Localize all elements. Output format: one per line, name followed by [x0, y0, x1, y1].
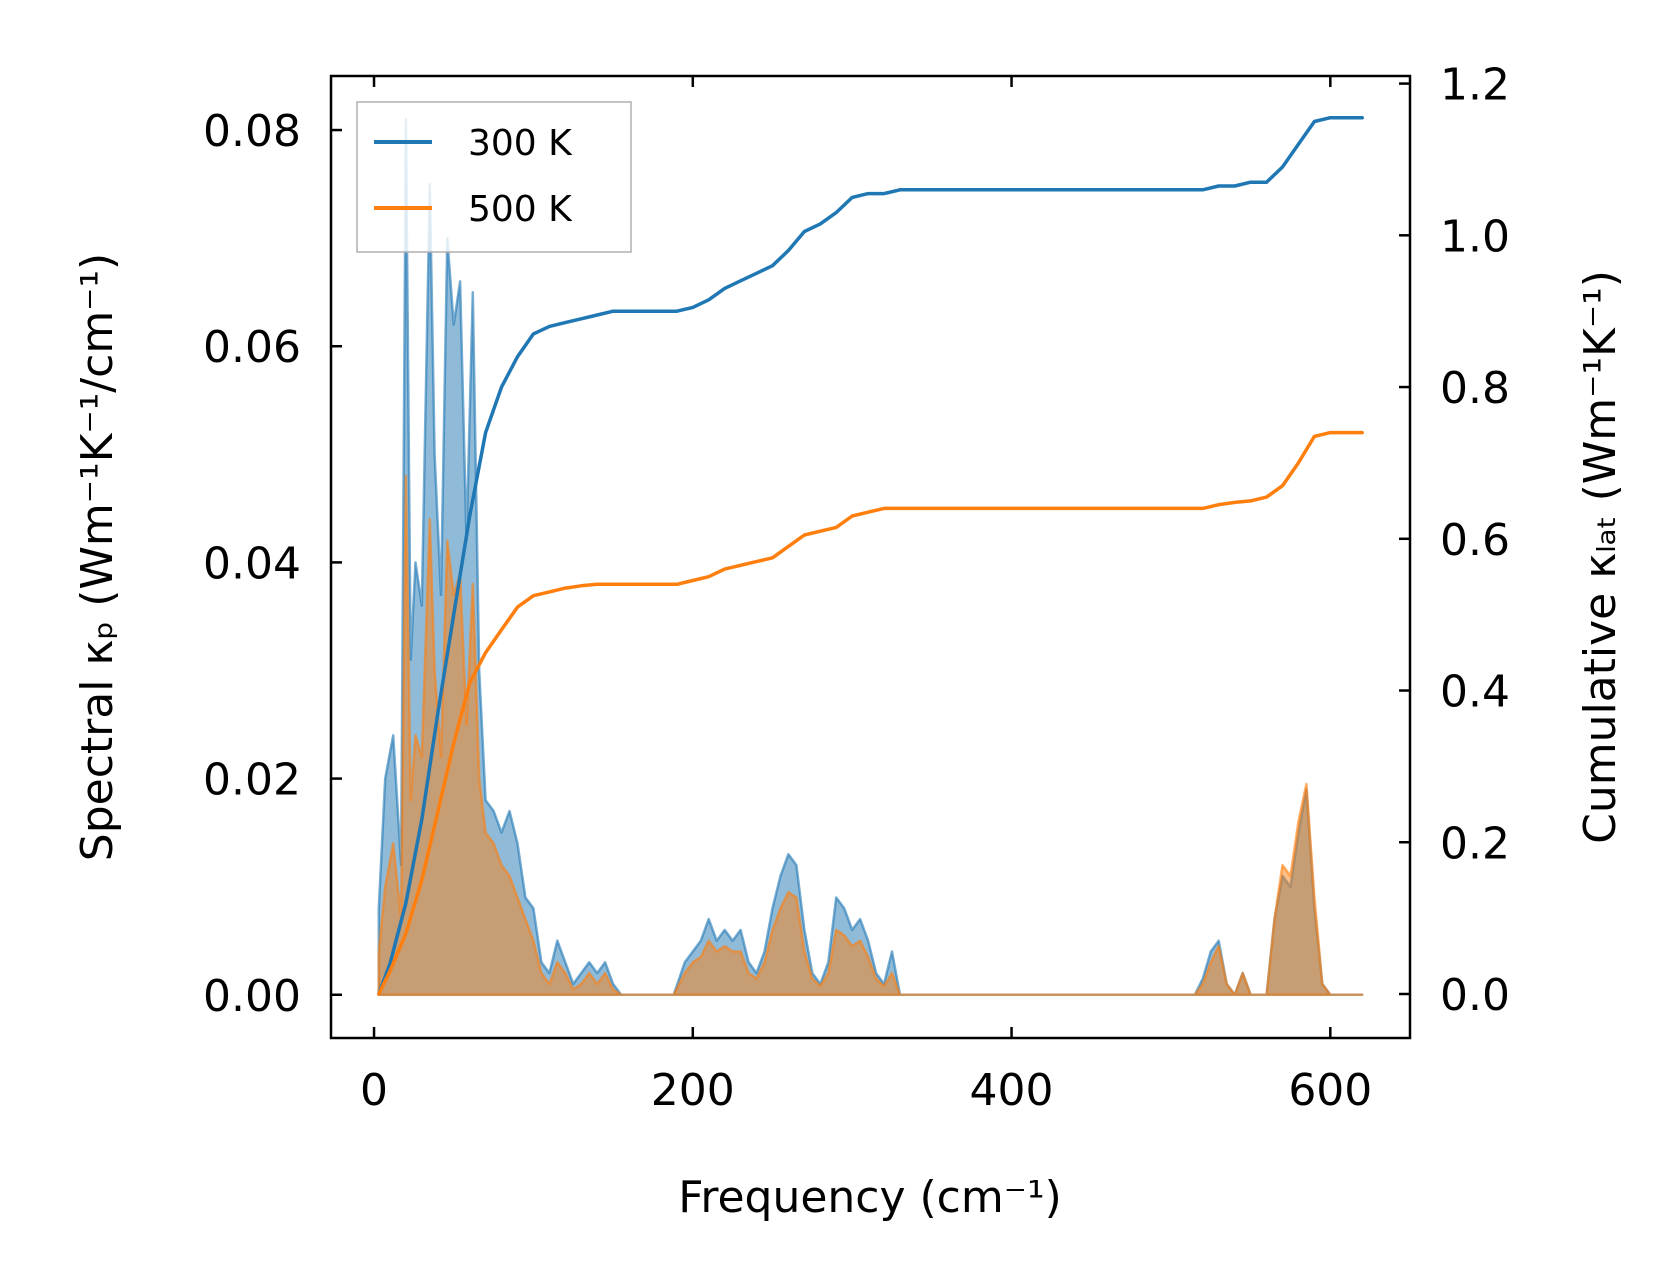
y-tick-label-left: 0.04 [203, 538, 301, 589]
y-tick-label-right: 1.2 [1440, 60, 1510, 111]
x-tick-label: 600 [1288, 1065, 1372, 1116]
y-axis-label-right: Cumulative κₗₐₜ (Wm⁻¹K⁻¹) [1575, 270, 1626, 844]
x-tick-label: 400 [970, 1065, 1054, 1116]
y-tick-label-right: 0.0 [1440, 970, 1510, 1021]
x-tick-label: 200 [651, 1065, 735, 1116]
x-tick-label: 0 [360, 1065, 388, 1116]
y-tick-label-right: 0.2 [1440, 818, 1510, 869]
ticks: 0 200 400 600 0.00 0.02 0.04 0.06 0.08 0.0 0.2 0.4 0… [203, 60, 1510, 1116]
legend: 300 K 500 K [356, 101, 632, 253]
legend-label-500k: 500 K [468, 189, 573, 230]
legend-label-300k: 300 K [468, 123, 573, 164]
cumulative-line-300k [377, 115, 1364, 996]
y-tick-label-right: 0.8 [1440, 363, 1510, 414]
y-tick-label-left: 0.00 [203, 971, 301, 1022]
y-tick-label-left: 0.08 [203, 106, 301, 157]
legend-frame [356, 101, 632, 253]
y-axis-label-left: Spectral κₚ (Wm⁻¹K⁻¹/cm⁻¹) [72, 253, 123, 861]
y-tick-label-right: 0.6 [1440, 515, 1510, 566]
plot-content [377, 115, 1364, 997]
plot-frame [329, 74, 1412, 1040]
spectral-area-500k [377, 474, 1364, 997]
cumulative-line-500k [377, 430, 1364, 996]
y-tick-label-right: 0.4 [1440, 667, 1510, 718]
y-tick-label-right: 1.0 [1440, 211, 1510, 262]
y-tick-label-left: 0.02 [203, 755, 301, 806]
x-axis-label: Frequency (cm⁻¹) [678, 1172, 1062, 1223]
y-tick-label-left: 0.06 [203, 322, 301, 373]
